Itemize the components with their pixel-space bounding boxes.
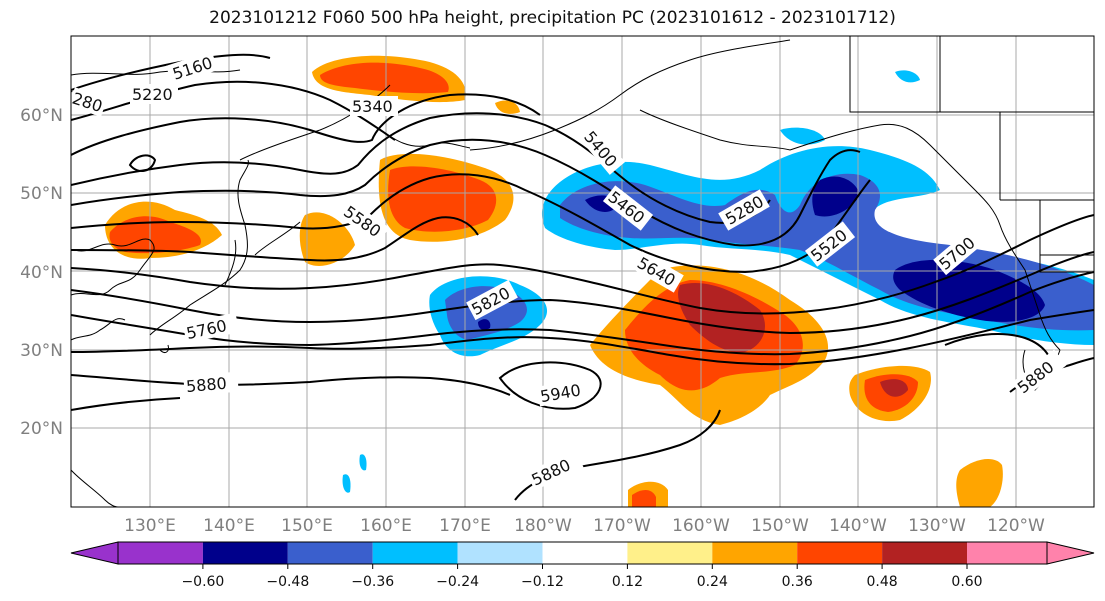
lon-label: 140°W (829, 516, 887, 536)
colorbar-tick-label: −0.24 (436, 574, 479, 590)
contour-label: 5220 (132, 85, 173, 104)
colorbar-tick-label: 0.24 (697, 574, 728, 590)
colorbar-bin (882, 542, 967, 564)
colorbar-tick-label: 0.12 (612, 574, 643, 590)
colorbar-bin (287, 542, 373, 564)
colorbar-bin (202, 542, 288, 564)
lat-label-20n: 20°N (20, 419, 63, 439)
height-contours (71, 53, 1094, 501)
colorbar-tick-label: −0.36 (351, 574, 394, 590)
colorbar-tick-label: 0.48 (867, 574, 898, 590)
colorbar-bin (542, 542, 628, 564)
colorbar: −0.60 −0.48 −0.36 −0.24 −0.12 0.12 0.24 … (70, 541, 1095, 590)
colorbar-bin (967, 542, 1047, 564)
lon-label: 140°E (203, 516, 255, 536)
lon-label: 170°E (439, 516, 491, 536)
colorbar-tick-label: 0.60 (951, 574, 982, 590)
colorbar-bin (372, 542, 458, 564)
lon-label: 180°W (514, 516, 572, 536)
colorbar-tick-label: −0.12 (521, 574, 564, 590)
lon-label: 160°W (672, 516, 730, 536)
lon-label: 120°W (987, 516, 1045, 536)
colorbar-tick-label: −0.48 (266, 574, 309, 590)
map-area: 5160 5220 5280 5340 5400 5460 5580 5520 … (71, 36, 1094, 507)
contour-label: 5340 (352, 97, 393, 116)
colorbar-extend-right (1046, 541, 1095, 565)
lon-label: 150°E (281, 516, 333, 536)
colorbar-extend-left (70, 541, 119, 565)
lon-label: 150°W (751, 516, 809, 536)
colorbar-tick-label: 0.36 (782, 574, 813, 590)
colorbar-tick-label: −0.60 (181, 574, 224, 590)
lat-label-50n: 50°N (20, 184, 63, 204)
graticule (71, 36, 1094, 507)
latitude-labels: 20°N 30°N 40°N 50°N 60°N (20, 106, 63, 439)
coastlines (71, 36, 1094, 507)
longitude-labels: 130°E 140°E 150°E 160°E 170°E 180°W 170°… (124, 516, 1045, 536)
lon-label: 160°E (360, 516, 412, 536)
map-title: 2023101212 F060 500 hPa height, precipit… (209, 8, 896, 28)
colorbar-bin (627, 542, 713, 564)
colorbar-bin (457, 542, 543, 564)
colorbar-bin (118, 542, 203, 564)
lon-label: 130°E (124, 516, 176, 536)
colorbar-bin (712, 542, 798, 564)
map-frame (70, 35, 1095, 508)
colorbar-bin (797, 542, 883, 564)
lon-label: 170°W (593, 516, 651, 536)
lat-label-30n: 30°N (20, 341, 63, 361)
lat-label-40n: 40°N (20, 263, 63, 283)
contour-label: 5880 (185, 374, 227, 396)
lon-label: 130°W (908, 516, 966, 536)
lat-label-60n: 60°N (20, 106, 63, 126)
